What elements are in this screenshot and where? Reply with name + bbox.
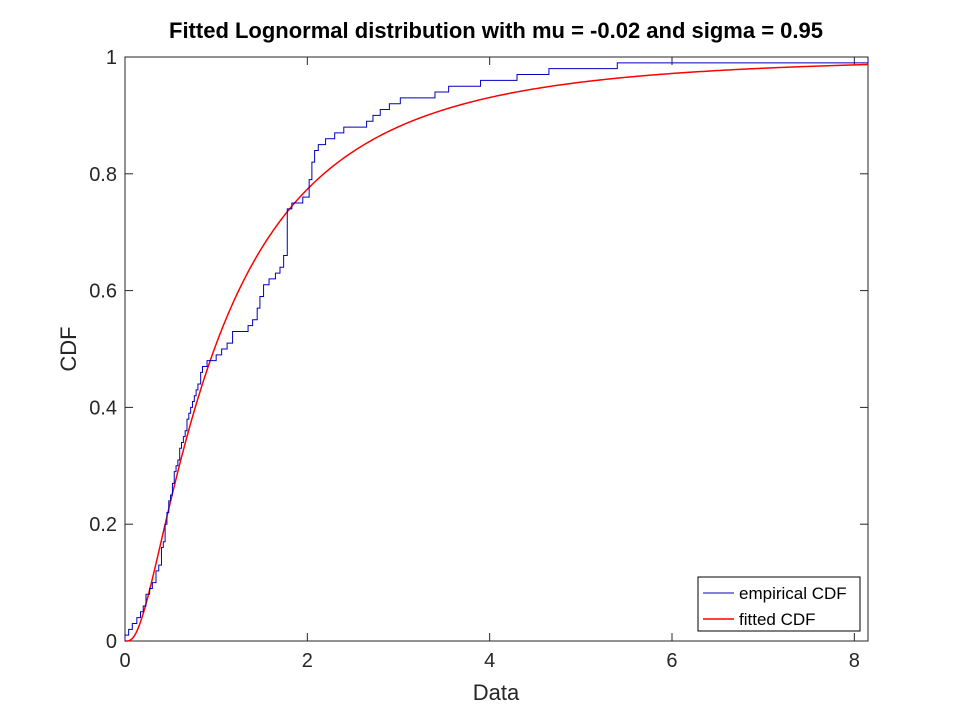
fitted-cdf-line — [124, 63, 869, 642]
y-tick-label: 0.4 — [89, 397, 117, 419]
y-tick-label: 0.2 — [89, 514, 117, 536]
x-tick-label: 6 — [666, 650, 677, 672]
legend-label-empirical: empirical CDF — [739, 584, 847, 603]
x-tick-label: 2 — [302, 650, 313, 672]
chart-title: Fitted Lognormal distribution with mu = … — [169, 18, 823, 43]
x-tick-label: 4 — [484, 650, 495, 672]
legend-label-fitted: fitted CDF — [739, 610, 816, 629]
legend: empirical CDF fitted CDF — [697, 576, 861, 632]
y-tick-label: 0.8 — [89, 164, 117, 186]
empirical-cdf-line — [124, 57, 869, 641]
y-tick-label: 1 — [106, 47, 117, 69]
x-axis-label: Data — [473, 680, 520, 705]
y-axis-label: CDF — [56, 326, 81, 371]
y-tick-label: 0 — [106, 631, 117, 653]
legend-box — [697, 576, 861, 632]
x-tick-label: 8 — [849, 650, 860, 672]
plot-area: 0 2 4 6 8 0 0.2 0.4 0.6 0.8 1 — [89, 47, 869, 672]
x-tick-label: 0 — [119, 650, 130, 672]
y-tick-label: 0.6 — [89, 281, 117, 303]
axes-box — [124, 56, 869, 642]
